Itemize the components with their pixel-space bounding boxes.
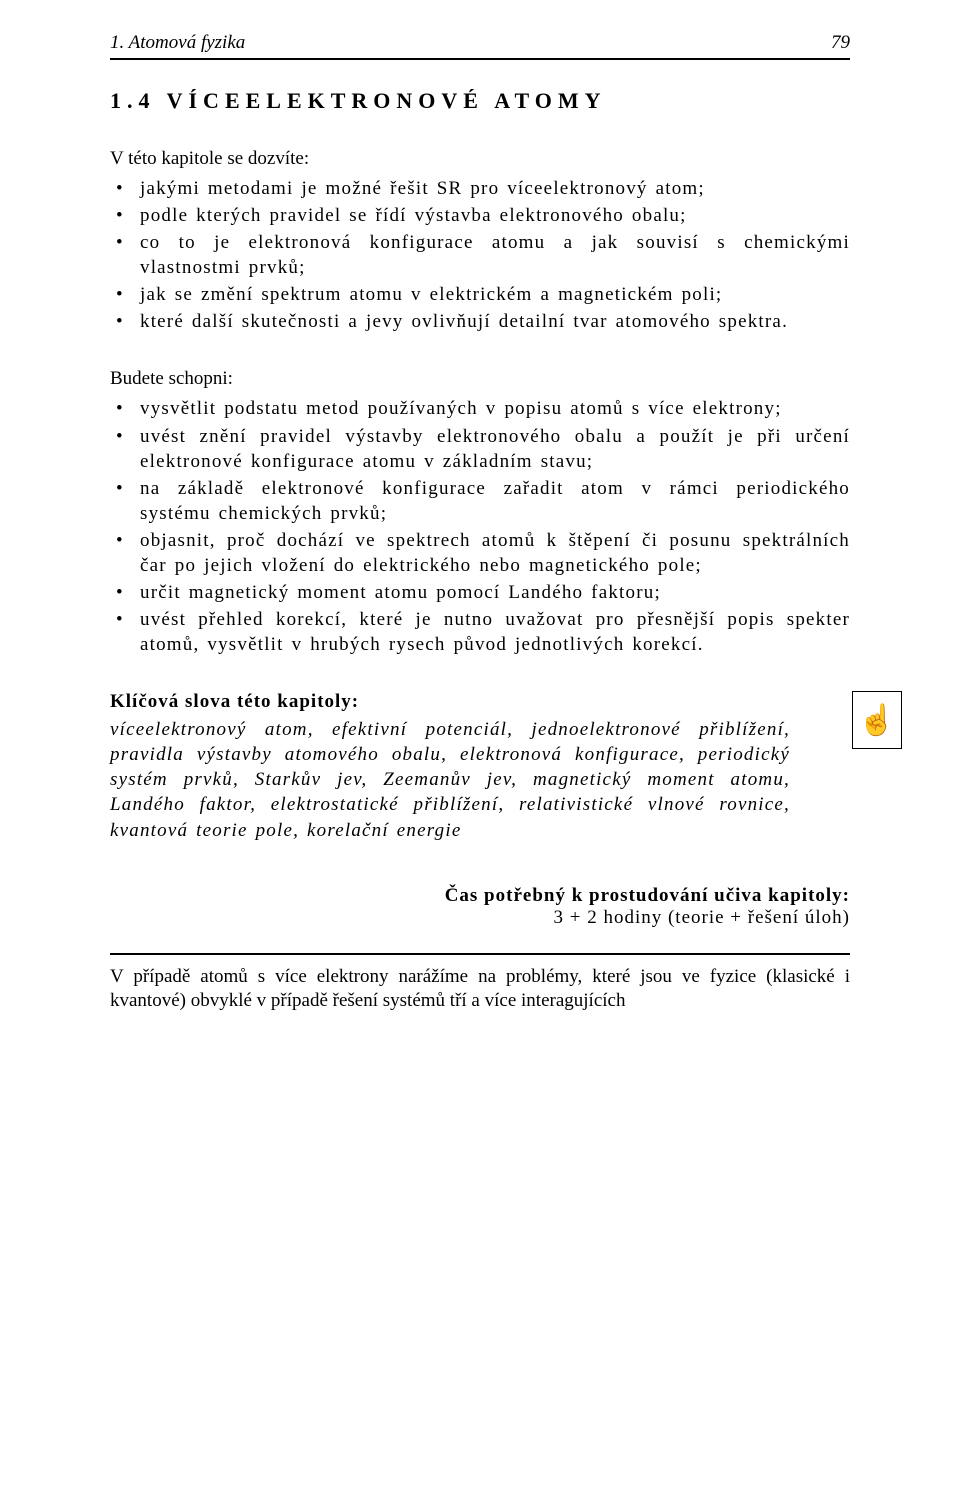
learn-item: podle kterých pravidel se řídí výstavba … <box>110 203 850 228</box>
able-item: určit magnetický moment atomu pomocí Lan… <box>110 580 850 605</box>
running-header: 1. Atomová fyzika 79 <box>110 32 850 54</box>
keywords-body: víceelektronový atom, efektivní potenciá… <box>110 717 850 842</box>
page-number: 79 <box>831 32 850 54</box>
keywords-title: Klíčová slova této kapitoly: <box>110 691 850 713</box>
learn-subhead: V této kapitole se dozvíte: <box>110 148 850 170</box>
able-list: vysvětlit podstatu metod používaných v p… <box>110 396 850 657</box>
document-page: 1. Atomová fyzika 79 1.4 VÍCEELEKTRONOVÉ… <box>0 0 960 1508</box>
learn-item: co to je elektronová konfigurace atomu a… <box>110 230 850 280</box>
able-item: uvést znění pravidel výstavby elektronov… <box>110 424 850 474</box>
time-block: Čas potřebný k prostudování učiva kapito… <box>110 885 850 929</box>
pointing-hand-icon: ☝ <box>852 691 902 749</box>
learn-item: jakými metodami je možné řešit SR pro ví… <box>110 176 850 201</box>
keywords-block: ☝ Klíčová slova této kapitoly: víceelekt… <box>110 691 850 842</box>
time-body: 3 + 2 hodiny (teorie + řešení úloh) <box>110 907 850 929</box>
body-paragraph: V případě atomů s více elektrony narážím… <box>110 965 850 1014</box>
section-title: 1.4 VÍCEELEKTRONOVÉ ATOMY <box>110 88 850 114</box>
time-title: Čas potřebný k prostudování učiva kapito… <box>110 885 850 907</box>
header-left: 1. Atomová fyzika <box>110 32 245 54</box>
able-subhead: Budete schopni: <box>110 368 850 390</box>
header-rule <box>110 58 850 60</box>
learn-item: jak se změní spektrum atomu v elektrické… <box>110 282 850 307</box>
learn-list: jakými metodami je možné řešit SR pro ví… <box>110 176 850 334</box>
able-item: objasnit, proč dochází ve spektrech atom… <box>110 528 850 578</box>
learn-item: které další skutečnosti a jevy ovlivňují… <box>110 309 850 334</box>
footer-rule <box>110 953 850 955</box>
able-item: na základě elektronové konfigurace zařad… <box>110 476 850 526</box>
able-item: vysvětlit podstatu metod používaných v p… <box>110 396 850 421</box>
able-item: uvést přehled korekcí, které je nutno uv… <box>110 607 850 657</box>
